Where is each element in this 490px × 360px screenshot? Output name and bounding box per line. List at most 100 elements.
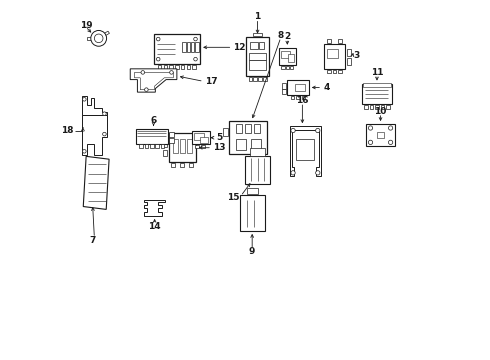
Bar: [195, 134, 204, 140]
Circle shape: [102, 132, 106, 136]
Bar: [296, 139, 314, 160]
Text: 2: 2: [284, 32, 291, 41]
Text: 18: 18: [61, 126, 74, 135]
Polygon shape: [82, 96, 107, 116]
Bar: [291, 96, 294, 99]
Bar: [296, 96, 300, 99]
Polygon shape: [135, 72, 173, 90]
Bar: [370, 105, 373, 109]
Bar: [363, 83, 391, 87]
Bar: [245, 124, 251, 133]
Bar: [158, 65, 161, 69]
Bar: [258, 77, 262, 81]
Bar: [169, 134, 196, 162]
Bar: [302, 96, 305, 99]
Bar: [288, 54, 294, 62]
Bar: [249, 53, 266, 59]
Polygon shape: [130, 69, 177, 92]
Bar: [386, 105, 390, 109]
Bar: [187, 139, 192, 153]
Bar: [324, 44, 345, 69]
Bar: [362, 84, 392, 104]
Bar: [366, 124, 395, 146]
Bar: [253, 77, 257, 81]
Bar: [248, 77, 252, 81]
Bar: [279, 48, 296, 65]
Bar: [282, 89, 286, 94]
Bar: [175, 65, 179, 69]
Text: 15: 15: [227, 193, 240, 202]
Bar: [347, 49, 351, 56]
Bar: [381, 105, 384, 109]
Circle shape: [156, 37, 160, 41]
Bar: [196, 42, 198, 52]
Polygon shape: [144, 200, 166, 216]
Circle shape: [82, 149, 86, 153]
Polygon shape: [83, 156, 109, 210]
Bar: [192, 65, 196, 69]
Bar: [333, 69, 337, 73]
Bar: [327, 69, 331, 73]
Circle shape: [368, 126, 373, 130]
Bar: [192, 131, 210, 144]
Bar: [189, 163, 194, 167]
Circle shape: [316, 171, 320, 175]
Bar: [155, 144, 159, 148]
Circle shape: [170, 71, 173, 74]
Bar: [253, 33, 262, 36]
Bar: [200, 137, 208, 143]
Polygon shape: [250, 148, 265, 156]
Text: 14: 14: [148, 222, 161, 231]
Circle shape: [102, 112, 106, 116]
Circle shape: [389, 126, 393, 130]
Text: 13: 13: [213, 143, 225, 152]
Bar: [246, 37, 269, 76]
Bar: [136, 129, 168, 144]
Bar: [187, 42, 190, 52]
Circle shape: [145, 88, 148, 91]
Text: 16: 16: [296, 95, 309, 104]
Text: 17: 17: [205, 77, 218, 86]
Text: 4: 4: [323, 83, 330, 92]
Text: 3: 3: [354, 51, 360, 60]
Bar: [236, 139, 246, 149]
Text: 7: 7: [89, 236, 96, 245]
Bar: [153, 34, 200, 64]
Circle shape: [291, 171, 295, 175]
Text: 19: 19: [80, 21, 93, 30]
Bar: [377, 132, 384, 138]
Bar: [287, 80, 309, 95]
Bar: [170, 65, 173, 69]
Bar: [163, 141, 168, 147]
Text: 12: 12: [234, 43, 246, 52]
Bar: [295, 84, 305, 91]
Bar: [365, 105, 368, 109]
Bar: [246, 188, 258, 194]
Text: 6: 6: [150, 116, 157, 125]
Bar: [290, 66, 293, 69]
Text: 8: 8: [278, 31, 284, 40]
Circle shape: [156, 57, 160, 61]
Text: 5: 5: [216, 133, 222, 142]
Bar: [150, 144, 153, 148]
Bar: [201, 145, 205, 148]
Bar: [251, 139, 261, 149]
Circle shape: [316, 129, 320, 133]
Bar: [375, 105, 379, 109]
Circle shape: [82, 98, 86, 101]
Polygon shape: [82, 116, 107, 155]
Bar: [286, 66, 289, 69]
Bar: [250, 42, 258, 49]
Bar: [327, 49, 338, 58]
Bar: [245, 156, 270, 184]
Text: 9: 9: [249, 247, 255, 256]
Bar: [259, 42, 265, 49]
Bar: [180, 163, 184, 167]
Circle shape: [368, 140, 373, 144]
Polygon shape: [103, 31, 109, 36]
Bar: [172, 139, 177, 153]
Circle shape: [291, 129, 295, 133]
Text: 1: 1: [254, 12, 261, 21]
Bar: [338, 69, 342, 73]
Bar: [171, 163, 175, 167]
